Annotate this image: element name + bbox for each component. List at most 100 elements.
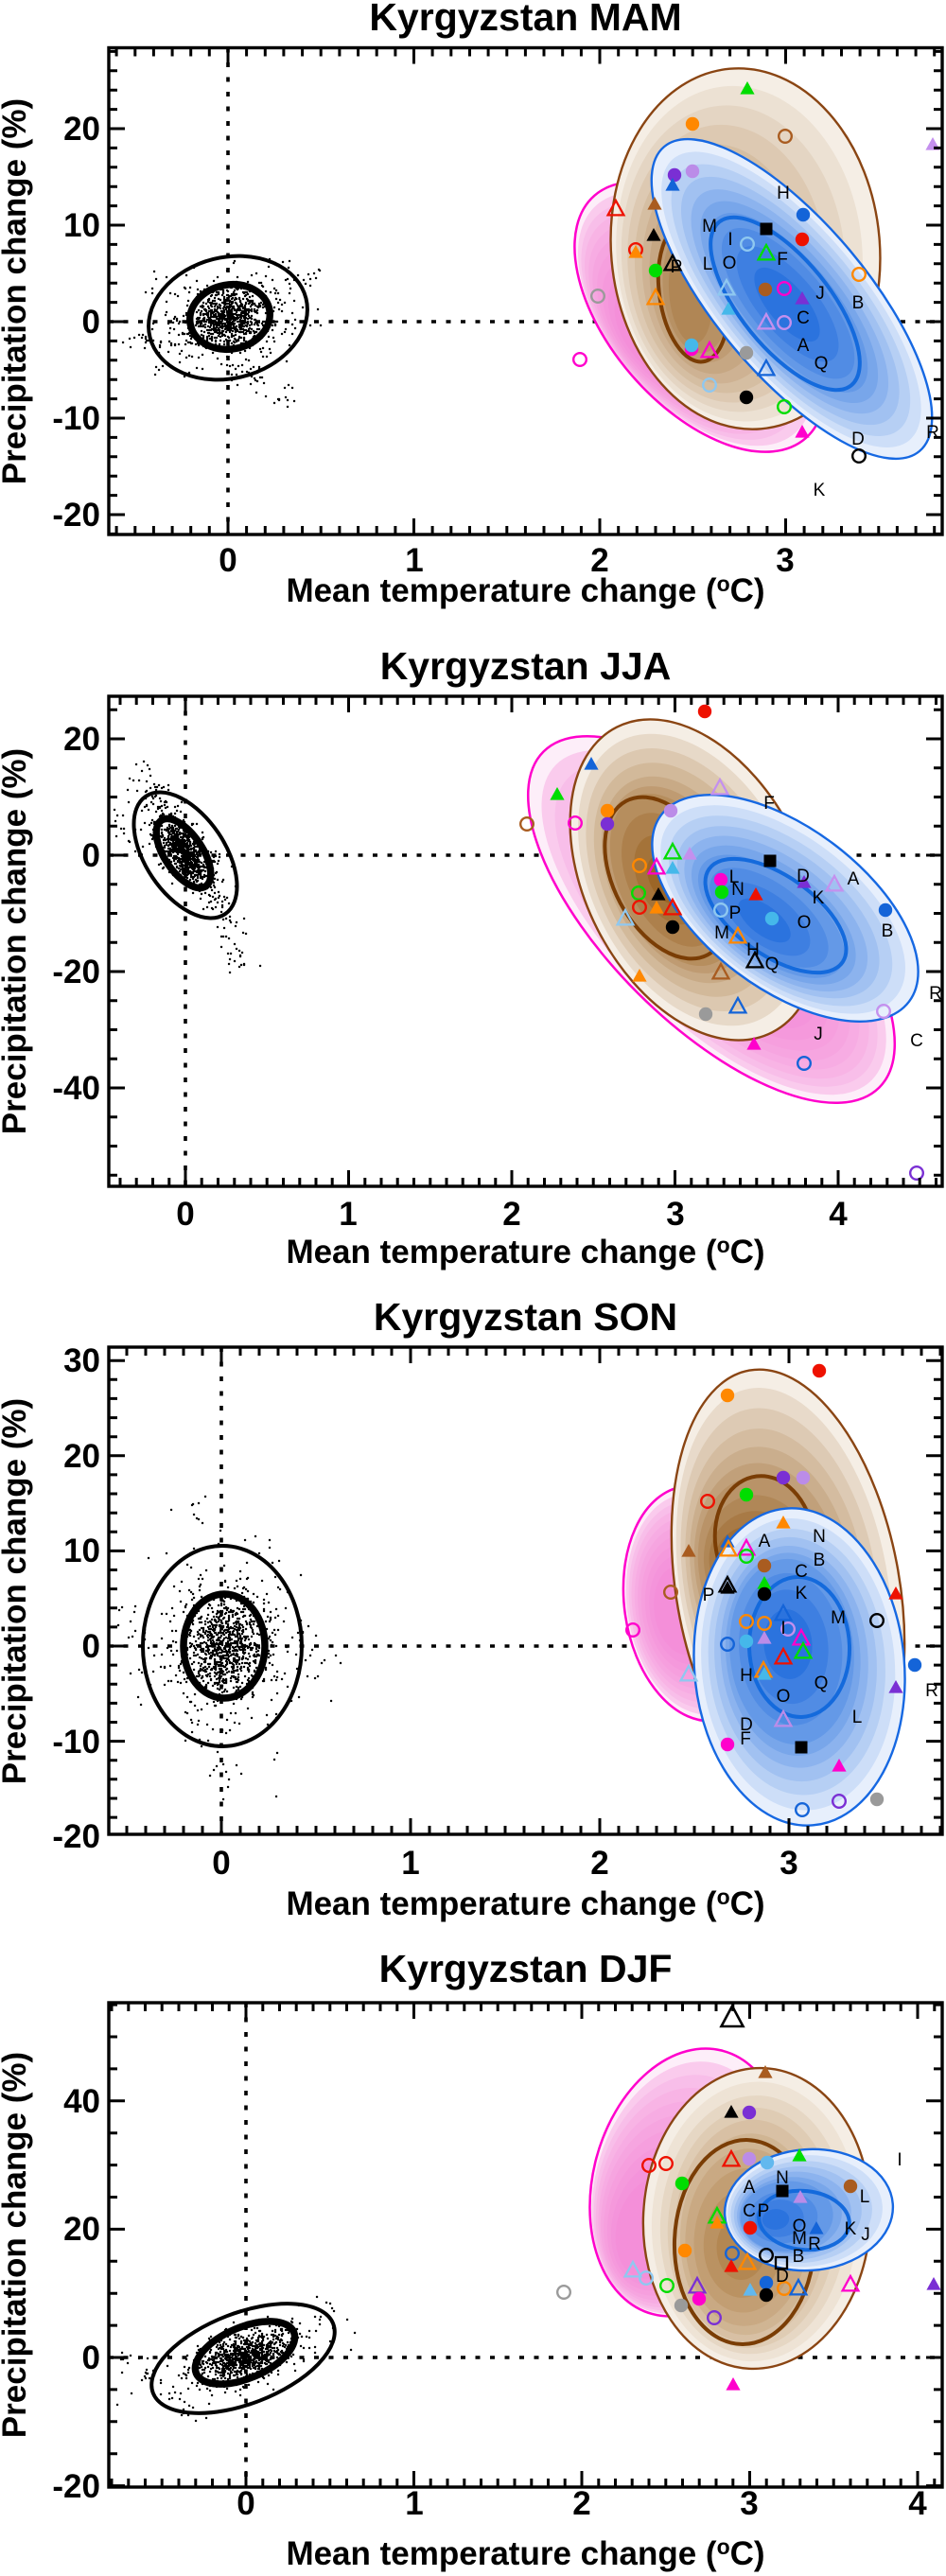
svg-text:H: H xyxy=(746,940,760,960)
svg-text:1: 1 xyxy=(401,1845,419,1882)
svg-text:J: J xyxy=(814,1025,823,1044)
svg-text:3: 3 xyxy=(740,2485,758,2522)
svg-text:Mean temperature change (oC): Mean temperature change (oC) xyxy=(286,571,764,609)
svg-text:L: L xyxy=(729,867,740,887)
svg-text:Precipitation change (%): Precipitation change (%) xyxy=(0,748,33,1134)
svg-text:0: 0 xyxy=(82,304,100,341)
svg-text:Q: Q xyxy=(815,354,829,374)
svg-text:K: K xyxy=(796,1584,808,1603)
svg-text:0: 0 xyxy=(82,837,100,874)
svg-text:A: A xyxy=(848,869,860,889)
svg-text:2: 2 xyxy=(572,2485,590,2522)
svg-text:L: L xyxy=(852,1708,863,1727)
svg-text:P: P xyxy=(703,1586,715,1605)
svg-text:Mean temperature change (oC): Mean temperature change (oC) xyxy=(286,1884,764,1922)
svg-text:P: P xyxy=(758,2201,770,2221)
svg-text:4: 4 xyxy=(829,1196,848,1233)
svg-text:R: R xyxy=(926,423,939,443)
svg-text:20: 20 xyxy=(63,111,100,148)
svg-text:O: O xyxy=(797,913,812,933)
svg-text:Kyrgyzstan JJA: Kyrgyzstan JJA xyxy=(380,644,672,688)
svg-text:C: C xyxy=(797,308,810,328)
svg-text:1: 1 xyxy=(405,2485,423,2522)
svg-text:I: I xyxy=(727,230,732,250)
svg-text:A: A xyxy=(744,2178,756,2198)
svg-text:M: M xyxy=(792,2229,807,2249)
svg-text:D: D xyxy=(797,867,810,886)
svg-text:B: B xyxy=(882,921,894,941)
svg-text:O: O xyxy=(723,254,737,273)
svg-text:B: B xyxy=(852,293,865,313)
svg-text:F: F xyxy=(763,794,775,814)
svg-text:I: I xyxy=(780,1619,785,1638)
svg-text:Mean temperature change (oC): Mean temperature change (oC) xyxy=(286,1233,764,1270)
svg-text:M: M xyxy=(714,923,729,943)
svg-text:C: C xyxy=(795,1562,808,1582)
svg-text:H: H xyxy=(777,184,790,203)
svg-text:Kyrgyzstan SON: Kyrgyzstan SON xyxy=(374,1295,677,1339)
svg-text:-20: -20 xyxy=(52,497,100,534)
svg-text:Precipitation change (%): Precipitation change (%) xyxy=(0,98,33,484)
svg-text:K: K xyxy=(845,2219,857,2239)
svg-text:Kyrgyzstan DJF: Kyrgyzstan DJF xyxy=(379,1947,673,1990)
svg-text:A: A xyxy=(759,1532,771,1551)
svg-text:3: 3 xyxy=(666,1196,684,1233)
svg-text:K: K xyxy=(814,481,826,500)
svg-text:-10: -10 xyxy=(52,400,100,437)
svg-text:N: N xyxy=(731,880,745,900)
svg-text:R: R xyxy=(808,2234,821,2254)
svg-text:L: L xyxy=(860,2187,870,2207)
svg-text:P: P xyxy=(729,903,742,923)
svg-text:C: C xyxy=(743,2201,756,2221)
svg-text:1: 1 xyxy=(405,542,423,579)
svg-text:3: 3 xyxy=(780,1845,797,1882)
svg-text:0: 0 xyxy=(236,2485,254,2522)
svg-text:Precipitation change (%): Precipitation change (%) xyxy=(0,2052,33,2438)
svg-text:N: N xyxy=(813,1527,826,1547)
svg-text:40: 40 xyxy=(63,2083,100,2120)
svg-text:2: 2 xyxy=(590,1845,608,1882)
svg-text:10: 10 xyxy=(63,207,100,244)
svg-text:2: 2 xyxy=(502,1196,520,1233)
svg-text:Q: Q xyxy=(815,1674,829,1693)
svg-text:1: 1 xyxy=(339,1196,357,1233)
svg-text:D: D xyxy=(776,2267,789,2287)
svg-text:0: 0 xyxy=(82,2339,100,2376)
svg-text:0: 0 xyxy=(212,1845,230,1882)
svg-text:-10: -10 xyxy=(52,1724,100,1761)
svg-text:0: 0 xyxy=(176,1196,194,1233)
svg-text:A: A xyxy=(797,336,810,356)
svg-text:-20: -20 xyxy=(52,1818,100,1855)
svg-text:L: L xyxy=(703,254,713,274)
svg-text:J: J xyxy=(815,284,825,304)
svg-text:Precipitation change (%): Precipitation change (%) xyxy=(0,1398,33,1784)
svg-text:20: 20 xyxy=(63,721,100,758)
svg-text:10: 10 xyxy=(63,1533,100,1569)
svg-text:-40: -40 xyxy=(52,1070,100,1107)
svg-text:R: R xyxy=(925,1681,938,1701)
svg-text:Kyrgyzstan MAM: Kyrgyzstan MAM xyxy=(369,0,681,39)
svg-text:Mean temperature change (oC): Mean temperature change (oC) xyxy=(286,2534,764,2572)
svg-text:K: K xyxy=(813,888,825,908)
svg-text:N: N xyxy=(776,2168,789,2188)
svg-text:0: 0 xyxy=(82,1628,100,1665)
svg-text:20: 20 xyxy=(63,1438,100,1475)
svg-text:F: F xyxy=(740,1729,751,1749)
svg-text:O: O xyxy=(777,1687,791,1707)
svg-text:H: H xyxy=(740,1666,753,1686)
svg-text:F: F xyxy=(777,250,788,270)
svg-text:20: 20 xyxy=(63,2211,100,2248)
svg-text:C: C xyxy=(910,1031,923,1051)
svg-text:P: P xyxy=(671,257,683,277)
svg-text:-20: -20 xyxy=(52,2468,100,2505)
svg-text:R: R xyxy=(929,984,942,1004)
svg-text:I: I xyxy=(897,2150,902,2170)
svg-text:O: O xyxy=(793,2217,807,2236)
svg-text:B: B xyxy=(793,2247,805,2267)
svg-text:J: J xyxy=(861,2225,870,2245)
svg-text:D: D xyxy=(851,429,865,449)
svg-text:0: 0 xyxy=(219,542,236,579)
svg-text:2: 2 xyxy=(590,542,608,579)
svg-text:B: B xyxy=(814,1551,826,1570)
svg-text:D: D xyxy=(740,1715,753,1735)
